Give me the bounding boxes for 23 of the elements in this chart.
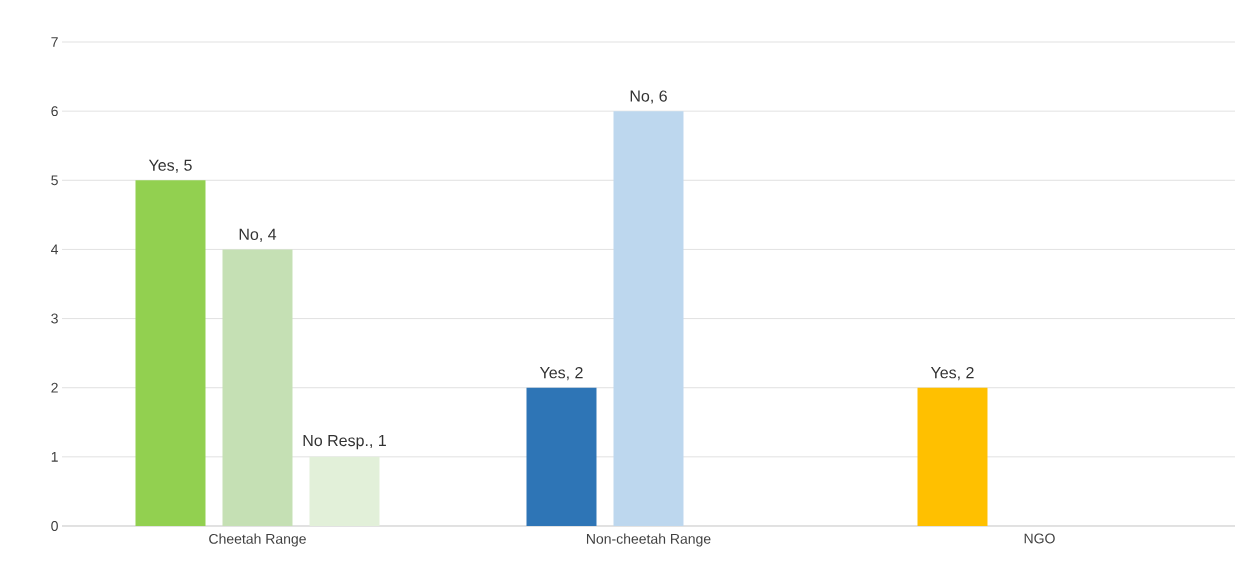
data-label: Yes, 2: [539, 366, 583, 381]
y-tick-label: 1: [51, 452, 58, 462]
data-label: Yes, 2: [930, 366, 974, 381]
data-label: Yes, 5: [148, 159, 192, 173]
data-label: No Resp., 1: [303, 434, 386, 450]
x-tick-label: NGO: [1024, 533, 1055, 544]
data-label: No, 4: [239, 228, 277, 242]
data-label: No, 6: [630, 90, 667, 104]
x-tick-label: Non-cheetah Range: [586, 533, 711, 547]
y-tick-label: 2: [51, 382, 58, 393]
bar: [526, 387, 597, 526]
bar: [613, 111, 684, 526]
x-tick-label: Cheetah Range: [209, 533, 306, 547]
y-tick-label: 7: [51, 37, 58, 47]
bar: [917, 387, 988, 526]
y-tick-label: 5: [51, 175, 58, 186]
bar: [135, 180, 206, 526]
bar: [309, 456, 380, 526]
bar: [222, 249, 293, 526]
y-tick-label: 4: [51, 244, 59, 255]
y-tick-label: 6: [51, 106, 58, 117]
y-tick-label: 0: [51, 521, 58, 531]
y-tick-label: 3: [51, 313, 58, 324]
